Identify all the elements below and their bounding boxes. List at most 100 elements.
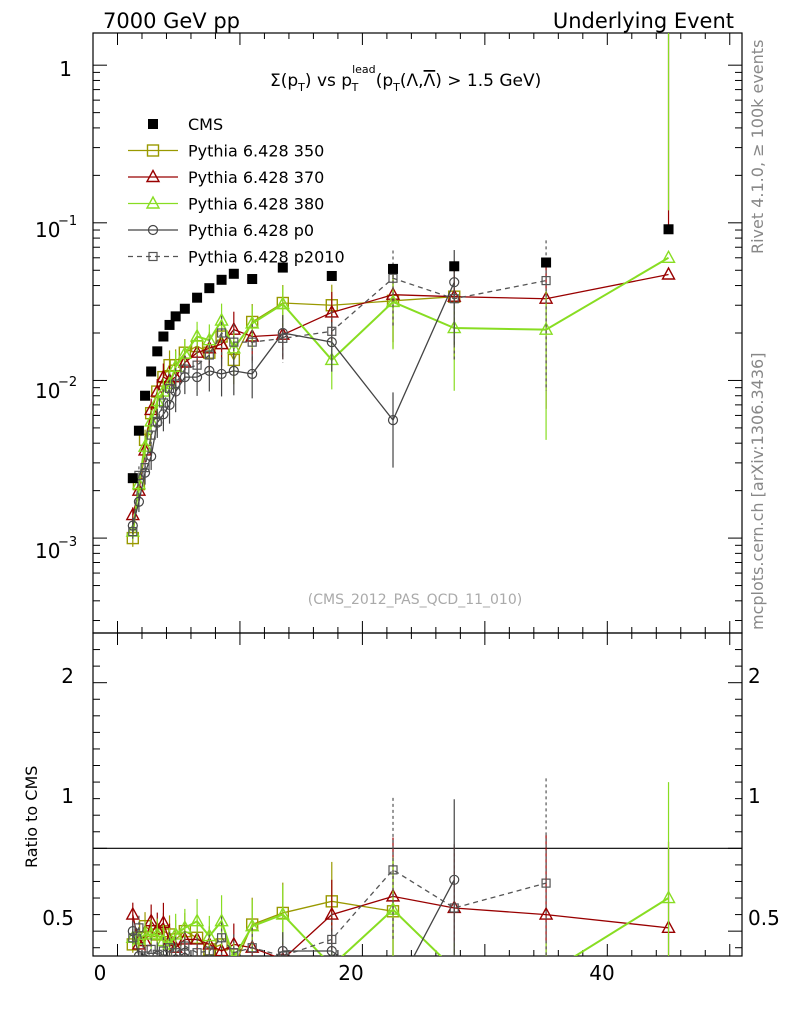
- ratio-data-point: [150, 926, 165, 940]
- ratio-series-4: [127, 799, 460, 979]
- ratio-data-point: [189, 913, 205, 927]
- main-cms-data-point: [179, 303, 190, 314]
- main-data-point: [229, 337, 239, 347]
- ratio-data-point: [214, 943, 229, 956]
- ratio-data-point: [214, 913, 229, 927]
- tick-label-exp-m1: −1: [58, 214, 77, 229]
- ratio-data-point: [217, 968, 226, 977]
- main-cms-data-point: [247, 274, 258, 285]
- main-line: [132, 296, 455, 539]
- axis-ticks: [93, 33, 742, 956]
- legend-entry-1: Pythia 6.428 350: [128, 142, 324, 161]
- main-data-point: [661, 266, 676, 280]
- main-data-point: [171, 379, 181, 389]
- legend-marker: [146, 144, 160, 157]
- legend-marker: [148, 119, 158, 129]
- main-cms-data-point: [228, 268, 239, 279]
- ratio-data-point: [326, 959, 338, 970]
- main-cms-data-point: [146, 366, 157, 377]
- ratio-data-point: [324, 906, 339, 920]
- main-data-point: [204, 350, 214, 360]
- legend-entry-0: CMS: [148, 115, 223, 134]
- main-data-point: [146, 430, 156, 440]
- main-data-point: [327, 326, 337, 336]
- legend-entry-3: Pythia 6.428 380: [128, 195, 324, 214]
- main-cms-data-point: [204, 283, 215, 294]
- main-data-point: [140, 463, 150, 473]
- main-data-point: [180, 364, 190, 374]
- x-tick-20: 20: [338, 961, 363, 985]
- ratio-data-point: [448, 963, 460, 974]
- main-cms-series-0: [127, 224, 674, 484]
- ratio-data-point: [327, 934, 337, 945]
- main-data-point: [538, 321, 554, 335]
- ratio-frame: [92, 632, 743, 957]
- ratio-data-point: [229, 970, 238, 979]
- ratio-tick-05-right: 0.5: [748, 906, 780, 930]
- main-plot-area: [125, 33, 676, 547]
- main-line: [131, 256, 670, 532]
- ratio-data-point: [146, 944, 156, 954]
- ratio-data-point: [152, 950, 163, 956]
- ratio-tick-2-right: 2: [748, 664, 761, 688]
- main-data-point: [158, 398, 169, 408]
- ratio-data-point: [171, 948, 181, 956]
- main-cms-data-point: [127, 473, 138, 484]
- main-series-5: [128, 240, 551, 541]
- main-data-point: [133, 496, 145, 507]
- ratio-data-point: [541, 878, 551, 888]
- main-cms-data-point: [663, 224, 674, 235]
- ratio-data-point: [162, 955, 165, 956]
- main-cms-data-point: [152, 346, 163, 357]
- ratio-data-point: [388, 865, 398, 875]
- main-data-point: [226, 340, 241, 354]
- ratio-data-point: [661, 890, 676, 904]
- main-cms-data-point: [140, 390, 151, 401]
- ratio-data-point: [192, 948, 202, 956]
- ratio-data-point: [140, 951, 150, 956]
- main-cms-data-point: [192, 292, 203, 303]
- legend: CMS Pythia 6.428 350 Pythia 6.428 370 Pythi…: [128, 115, 345, 267]
- ratio-series-5: [128, 778, 551, 956]
- ratio-data-point: [152, 949, 162, 956]
- tick-label-1: 1: [59, 57, 72, 81]
- main-cms-data-point: [449, 261, 460, 272]
- main-cms-data-point: [277, 262, 288, 273]
- ratio-data-point: [147, 961, 156, 970]
- ratio-data-point: [202, 928, 217, 942]
- main-data-point: [387, 415, 399, 426]
- header-left: 7000 GeV pp: [103, 9, 240, 33]
- ratio-data-point: [275, 906, 290, 920]
- ratio-data-point: [247, 943, 257, 953]
- legend-marker: [148, 251, 158, 262]
- tick-label-10-base: 10: [35, 218, 60, 242]
- main-data-point: [216, 368, 227, 380]
- main-line: [132, 281, 455, 526]
- ratio-data-point: [164, 943, 175, 953]
- ratio-line: [132, 879, 455, 956]
- main-data-point: [661, 249, 676, 263]
- ratio-data-point: [228, 962, 239, 973]
- main-data-point: [168, 358, 183, 373]
- ratio-data-point: [449, 903, 459, 913]
- main-series-4: [127, 250, 460, 535]
- ratio-data-point: [125, 906, 140, 920]
- main-data-point: [388, 273, 398, 283]
- ratio-data-point: [134, 923, 144, 933]
- legend-entry-2: Pythia 6.428 370: [128, 168, 324, 187]
- legend-entry-4: Pythia 6.428 p0: [128, 221, 314, 240]
- main-data-point: [150, 393, 165, 407]
- ratio-ylabel: Ratio to CMS: [22, 766, 41, 868]
- main-data-point: [245, 315, 260, 329]
- main-data-point: [192, 360, 202, 370]
- x-tick-40: 40: [589, 961, 614, 985]
- main-data-point: [128, 526, 138, 537]
- legend-label: Pythia 6.428 p0: [188, 221, 314, 240]
- legend-marker: [145, 169, 161, 183]
- ratio-tick-1-left: 1: [61, 784, 74, 808]
- tick-label-10-base: 10: [35, 539, 60, 563]
- main-data-point: [202, 332, 217, 346]
- main-y-tick-labels: 1 10 −1 10 −2 10 −3: [35, 57, 77, 563]
- ratio-data-point: [128, 933, 138, 943]
